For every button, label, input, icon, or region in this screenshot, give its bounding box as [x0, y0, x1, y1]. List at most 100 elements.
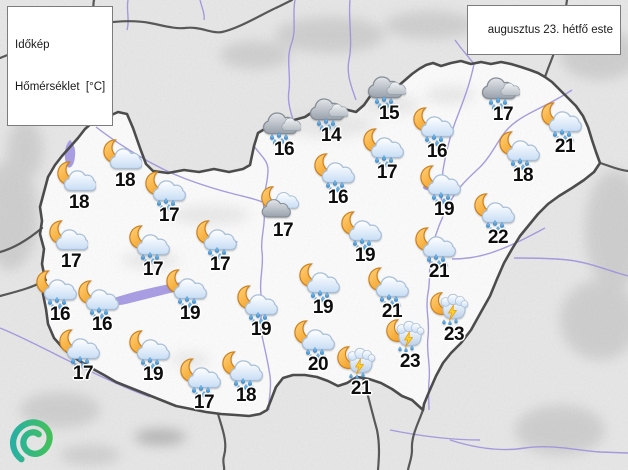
weather-station: 19 — [236, 283, 278, 340]
temperature-label: 19 — [179, 303, 201, 324]
temperature-label: 18 — [235, 385, 257, 406]
temperature-label: 23 — [399, 351, 421, 372]
date-box: augusztus 23. hétfő este — [466, 5, 621, 55]
cloud-rain-icon — [262, 112, 301, 145]
temperature-label: 18 — [512, 165, 534, 186]
cloud-moon-rain-icon — [368, 267, 409, 307]
cloud-moon-icon — [103, 139, 142, 170]
weather-station: 18 — [100, 134, 142, 191]
cloud-moon-rain-icon — [180, 358, 221, 398]
weather-station: 17 — [478, 68, 520, 125]
weather-station: 16 — [259, 103, 301, 160]
weather-station: 18 — [498, 129, 540, 186]
weather-station: 17 — [144, 169, 186, 226]
weather-station: 16 — [35, 268, 77, 325]
temperature-label: 15 — [378, 103, 400, 124]
temperature-label: 17 — [142, 259, 164, 280]
temperature-label: 17 — [209, 254, 231, 275]
legend-variable: Hőmérséklet [°C] — [15, 81, 106, 93]
weather-station: 16 — [77, 278, 119, 335]
cloud-moon-rain-icon — [299, 263, 340, 303]
temperature-label: 16 — [91, 314, 113, 335]
temperature-label: 21 — [350, 378, 372, 399]
weather-station: 17 — [46, 215, 88, 272]
weather-station: 18 — [54, 156, 96, 213]
temperature-label: 19 — [433, 199, 455, 220]
cloud-rain-icon — [481, 77, 520, 110]
temperature-label: 23 — [443, 324, 465, 345]
temperature-label: 17 — [158, 205, 180, 226]
weather-station: 17 — [179, 356, 221, 413]
temperature-label: 19 — [250, 319, 272, 340]
weather-station: 21 — [414, 225, 456, 282]
cloud-moon-rain-icon — [314, 153, 355, 193]
thunderstorm-moon-icon — [386, 319, 425, 353]
cloud-moon-rain-icon — [78, 280, 119, 320]
cloud-moon-icon — [49, 220, 88, 251]
temperature-label: 16 — [49, 304, 71, 325]
thunderstorm-moon-icon — [430, 292, 469, 326]
cloud-moon-rain-icon — [413, 107, 454, 147]
cloud-moon-icon — [57, 161, 96, 192]
temperature-label: 21 — [381, 301, 403, 322]
temperature-label: 19 — [354, 245, 376, 266]
cloud-moon-rain-icon — [499, 131, 540, 171]
weather-station: 21 — [367, 265, 409, 322]
cloud-moon-rain-icon — [129, 330, 170, 370]
weather-station: 21 — [336, 342, 378, 399]
cloud-moon-rain-icon — [36, 270, 77, 310]
weather-station: 19 — [419, 163, 461, 220]
weather-station: 14 — [306, 89, 348, 146]
spiral-icon — [9, 419, 53, 463]
cloud-moon-rain-icon — [145, 171, 186, 211]
weather-station: 23 — [429, 288, 471, 345]
temperature-label: 18 — [114, 170, 136, 191]
cloud-moon-rain-icon — [415, 227, 456, 267]
cloud-moon-overcast-icon — [261, 186, 300, 218]
legend-title: Időkép — [15, 39, 50, 51]
legend-box: Időkép Hőmérséklet [°C] — [7, 6, 114, 126]
temperature-label: 17 — [72, 363, 94, 384]
temperature-label: 22 — [487, 227, 509, 248]
weather-station: 15 — [364, 67, 406, 124]
temperature-label: 16 — [273, 139, 295, 160]
thunderstorm-moon-icon — [337, 346, 376, 380]
weather-station: 17 — [258, 184, 300, 241]
temperature-label: 17 — [60, 251, 82, 272]
temperature-label: 16 — [327, 187, 349, 208]
weather-station: 19 — [298, 261, 340, 318]
temperature-label: 21 — [554, 136, 576, 157]
weather-station: 17 — [362, 126, 404, 183]
weather-station: 17 — [58, 327, 100, 384]
cloud-moon-rain-icon — [420, 165, 461, 205]
temperature-label: 14 — [320, 125, 342, 146]
temperature-label: 17 — [492, 104, 514, 125]
cloud-moon-rain-icon — [541, 102, 582, 142]
cloud-moon-rain-icon — [474, 193, 515, 233]
cloud-moon-rain-icon — [222, 351, 263, 391]
cloud-moon-rain-icon — [59, 329, 100, 369]
weather-station: 23 — [385, 315, 427, 372]
cloud-moon-rain-icon — [294, 320, 335, 360]
weather-station: 22 — [473, 191, 515, 248]
weather-station: 16 — [412, 105, 454, 162]
weather-station: 19 — [165, 267, 207, 324]
temperature-label: 21 — [428, 261, 450, 282]
weather-station: 19 — [340, 209, 382, 266]
temperature-label: 20 — [307, 354, 329, 375]
cloud-rain-icon — [309, 98, 348, 131]
cloud-moon-rain-icon — [363, 128, 404, 168]
temperature-label: 19 — [142, 364, 164, 385]
weather-station: 18 — [221, 349, 263, 406]
weather-station: 17 — [195, 218, 237, 275]
weather-station: 19 — [128, 328, 170, 385]
weather-station: 16 — [313, 151, 355, 208]
temperature-label: 17 — [193, 392, 215, 413]
temperature-label: 16 — [426, 141, 448, 162]
cloud-moon-rain-icon — [166, 269, 207, 309]
idokep-logo — [9, 419, 53, 463]
weather-station: 21 — [540, 100, 582, 157]
weather-station: 20 — [293, 318, 335, 375]
date-label: augusztus 23. hétfő este — [487, 24, 613, 36]
